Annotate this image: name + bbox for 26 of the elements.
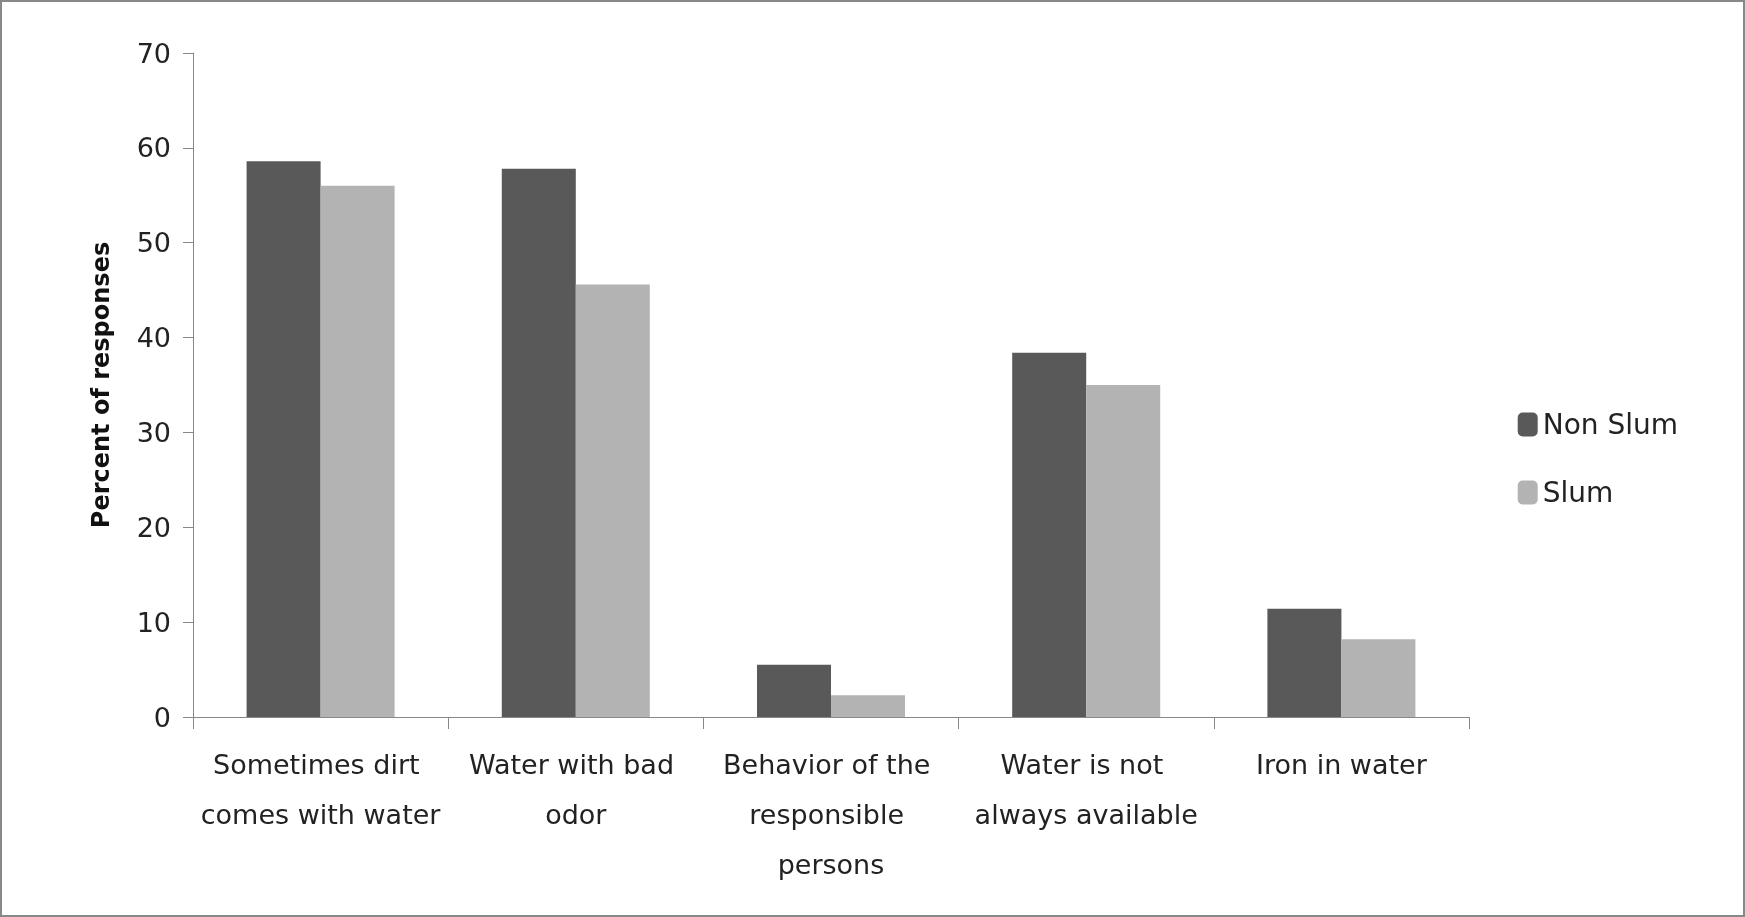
y-tick-label: 30 [136,416,171,448]
x-tick-label: Sometimes dirt comes with water [200,748,442,830]
y-axis-title: Percent of responses [87,241,115,529]
bar [1267,608,1342,717]
x-tick-label: Iron in water [1255,748,1428,780]
y-tick-label: 10 [136,606,171,638]
bar [1012,352,1087,717]
bar [756,664,831,717]
legend-label: Non Slum [1542,408,1678,441]
x-tick-label: Water with bad odor [468,748,683,830]
x-tick-label: Behavior of the responsible persons [723,748,939,880]
bar [320,185,395,717]
bar [246,161,321,717]
bar [575,284,650,717]
bar [831,695,906,717]
y-tick-label: 40 [136,322,171,354]
x-tick-label: Water is not always available [974,748,1198,830]
y-tick-label: 70 [136,37,171,69]
y-tick-label: 20 [136,511,171,543]
y-tick-label: 50 [136,227,171,259]
y-tick-label: 0 [153,701,171,733]
bar [501,168,576,717]
legend-label: Slum [1542,476,1614,509]
bar [1341,639,1416,717]
bar [1086,385,1161,717]
y-tick-label: 60 [136,132,171,164]
